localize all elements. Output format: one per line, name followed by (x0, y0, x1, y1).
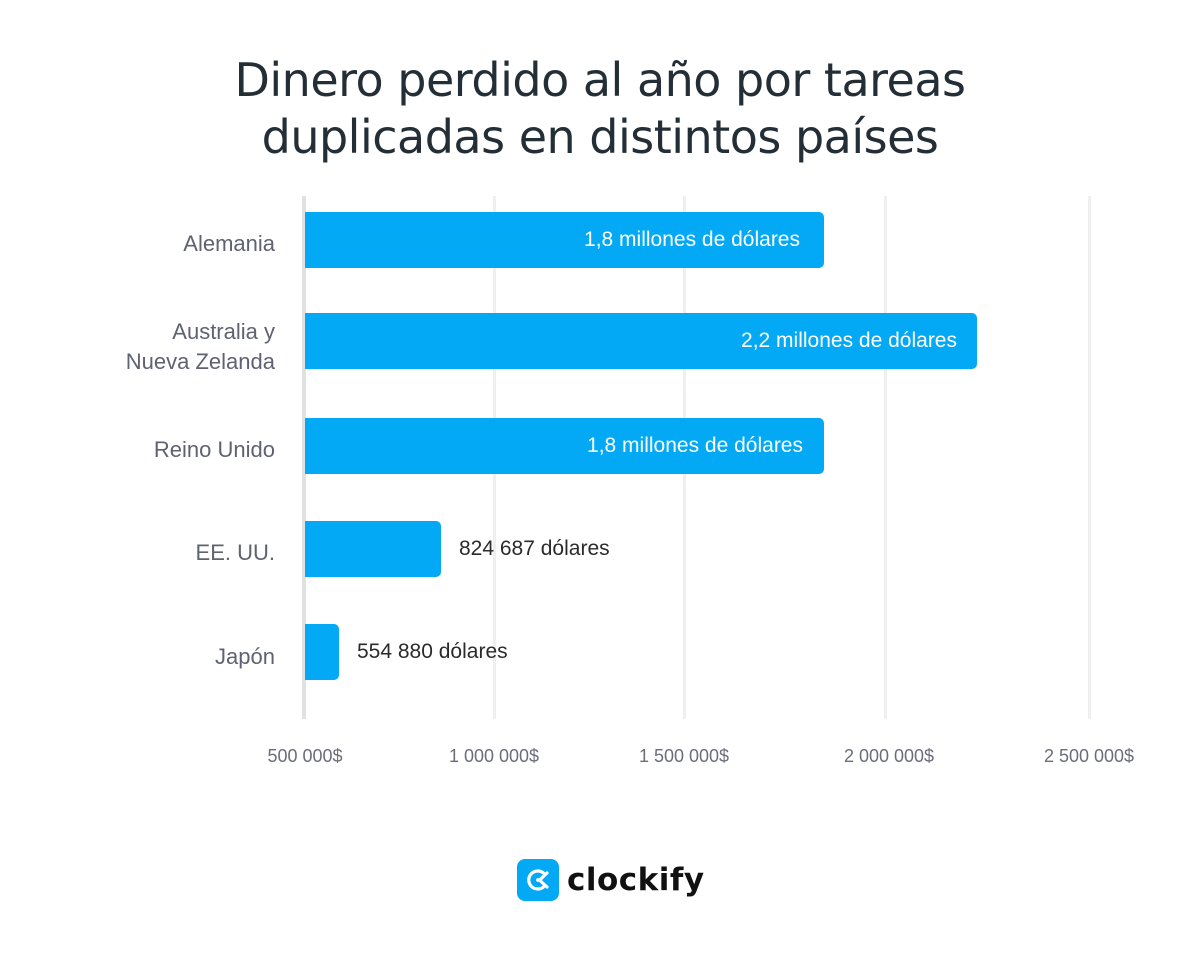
bar-australia-nueva-zelanda (305, 313, 977, 369)
bar-ee-uu (305, 521, 441, 577)
chart-title: Dinero perdido al año por tareas duplica… (0, 52, 1200, 166)
chart-title-line-1: Dinero perdido al año por tareas (234, 53, 966, 107)
chart-title-line-2: duplicadas en distintos países (261, 110, 939, 164)
bar-japon (305, 624, 339, 680)
clockify-logo: clockify (517, 859, 705, 901)
x-tick-label: 500 000$ (267, 746, 343, 766)
bar-value-label-ee-uu: 824 687 dólares (459, 537, 610, 560)
bar-value-label-japon: 554 880 dólares (357, 640, 508, 663)
bar-value-label-reino-unido: 1,8 millones de dólares (587, 434, 803, 457)
bar-alemania (305, 212, 824, 268)
category-label-line-2: Nueva Zelanda (125, 349, 275, 374)
clockify-logo-icon (517, 859, 559, 901)
bar-reino-unido (305, 418, 824, 474)
category-label-alemania: Alemania (183, 231, 275, 256)
gridline (1088, 196, 1091, 719)
category-label-australia-nueva-zelanda: Australia y Nueva Zelanda (126, 317, 275, 377)
category-label-japon: Japón (215, 644, 275, 669)
x-tick-label: 1 000 000$ (448, 746, 540, 766)
x-tick-label: 2 000 000$ (843, 746, 935, 766)
bar-value-label-australia-nueva-zelanda: 2,2 millones de dólares (741, 329, 957, 352)
category-label-ee-uu: EE. UU. (195, 540, 275, 565)
clockify-logo-text: clockify (567, 862, 705, 898)
category-label-reino-unido: Reino Unido (153, 437, 275, 462)
category-label-line-1: Australia y (172, 319, 275, 344)
x-tick-label: 2 500 000$ (1043, 746, 1135, 766)
x-tick-label: 1 500 000$ (638, 746, 730, 766)
bar-value-label-alemania: 1,8 millones de dólares (584, 228, 800, 251)
y-axis-line (302, 196, 306, 719)
gridline (884, 196, 887, 719)
